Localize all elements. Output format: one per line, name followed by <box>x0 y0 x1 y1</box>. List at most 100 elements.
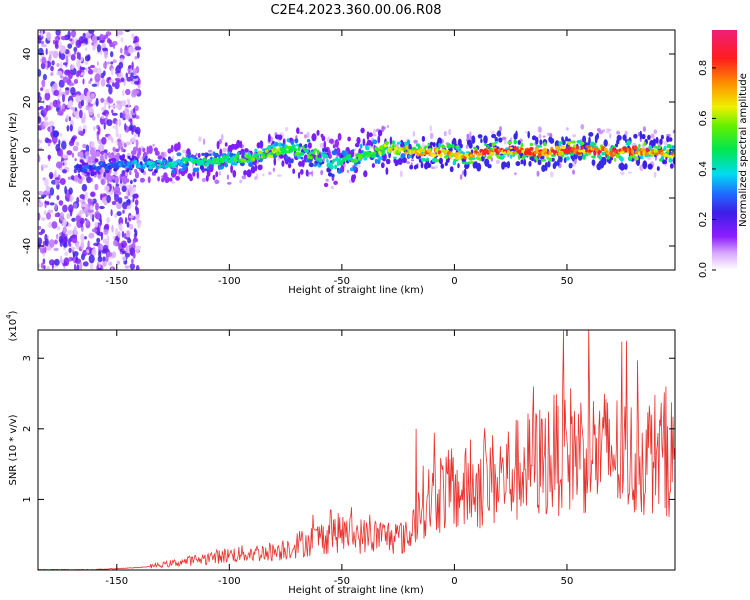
ridge-mark <box>233 157 238 163</box>
ridge-mark <box>295 151 300 156</box>
noise-blob <box>128 65 132 69</box>
noise-blob <box>61 104 65 110</box>
ridge-mark <box>202 157 207 162</box>
noise-blob <box>114 213 117 219</box>
ridge-mark <box>336 147 341 156</box>
ridge-mark <box>589 141 595 147</box>
noise-blob <box>116 211 122 217</box>
noise-blob <box>133 89 140 95</box>
noise-blob <box>71 217 76 222</box>
speckle <box>566 127 569 131</box>
noise-blob <box>133 193 139 199</box>
ridge-mark <box>362 138 366 146</box>
ridge-mark <box>334 148 337 152</box>
noise-blob <box>100 78 106 87</box>
speckle <box>399 170 403 178</box>
noise-blob <box>115 33 120 38</box>
speckle <box>218 171 221 176</box>
ridge-mark <box>177 141 181 151</box>
noise-blob <box>54 213 59 218</box>
ridge-mark <box>591 159 596 166</box>
noise-blob <box>91 213 95 223</box>
ridge-mark <box>351 149 355 152</box>
ridge-mark <box>484 143 487 146</box>
ridge-mark <box>463 168 467 177</box>
speckle <box>195 152 198 157</box>
noise-blob <box>80 72 85 76</box>
ridge-mark <box>273 157 277 166</box>
ridge-mark <box>372 139 378 145</box>
noise-blob <box>105 113 108 118</box>
noise-blob <box>67 176 72 180</box>
noise-blob <box>125 141 132 146</box>
noise-blob <box>38 237 43 246</box>
noise-blob <box>48 50 55 55</box>
noise-blob <box>90 77 93 82</box>
ridge-mark <box>322 147 325 153</box>
ridge-mark <box>328 153 332 159</box>
ridge-mark <box>527 151 533 156</box>
noise-blob <box>80 233 85 243</box>
noise-blob <box>106 216 110 224</box>
noise-blob <box>51 221 58 229</box>
ridge-mark <box>626 140 631 146</box>
noise-blob <box>48 259 55 266</box>
snr-panel: -150 -100 -50 0 50 1 2 3 Height of straight lin… <box>5 310 676 596</box>
noise-blob <box>50 72 54 76</box>
speckle <box>221 133 224 141</box>
noise-blob <box>94 183 99 191</box>
ridge-mark <box>555 145 559 151</box>
noise-blob <box>46 32 52 41</box>
ridge-mark <box>400 153 406 159</box>
ridge-mark <box>535 136 539 145</box>
ridge-mark <box>591 155 596 159</box>
ridge-mark <box>603 139 608 147</box>
noise-blob <box>70 175 75 181</box>
ridge-mark <box>95 151 101 157</box>
noise-blob <box>42 258 46 265</box>
ridge-mark <box>434 158 439 163</box>
ridge-mark <box>219 148 223 156</box>
ridge-mark <box>385 158 391 165</box>
ridge-mark <box>356 136 361 145</box>
ridge-mark <box>637 151 641 156</box>
ridge-mark <box>435 148 439 153</box>
noise-blob <box>75 94 81 103</box>
noise-blob <box>120 248 123 253</box>
noise-blob <box>96 132 100 142</box>
ridge-mark <box>671 145 675 149</box>
noise-blob <box>120 47 123 54</box>
noise-blob <box>54 179 59 186</box>
noise-blob <box>104 99 107 108</box>
ridge-mark <box>259 140 264 149</box>
noise-blob <box>135 126 141 135</box>
ridge-mark <box>333 180 338 185</box>
ridge-mark <box>517 140 521 145</box>
noise-blob <box>122 255 127 262</box>
colorbar-tick-label: 0.6 <box>698 110 709 126</box>
ridge-mark <box>554 150 558 154</box>
ridge-mark <box>672 156 675 165</box>
noise-blob <box>103 228 109 236</box>
x-tick-label: -50 <box>334 276 350 287</box>
ridge-mark <box>561 145 567 149</box>
ridge-mark <box>619 156 624 162</box>
speckle <box>624 130 628 136</box>
ridge-mark <box>84 151 90 157</box>
ridge-mark <box>79 175 82 180</box>
noise-blob <box>69 100 74 108</box>
noise-blob <box>101 115 105 120</box>
noise-blob <box>82 143 87 149</box>
ridge-mark <box>438 157 443 165</box>
ridge-mark <box>523 158 527 167</box>
noise-blob <box>110 209 113 217</box>
noise-blob <box>128 215 135 219</box>
speckle <box>628 171 633 174</box>
noise-blob <box>107 135 113 141</box>
ridge-mark <box>669 155 675 158</box>
speckle <box>222 147 227 153</box>
speckle <box>466 133 470 139</box>
noise-blob <box>110 267 114 270</box>
noise-blob <box>102 261 107 267</box>
noise-blob <box>92 35 98 45</box>
